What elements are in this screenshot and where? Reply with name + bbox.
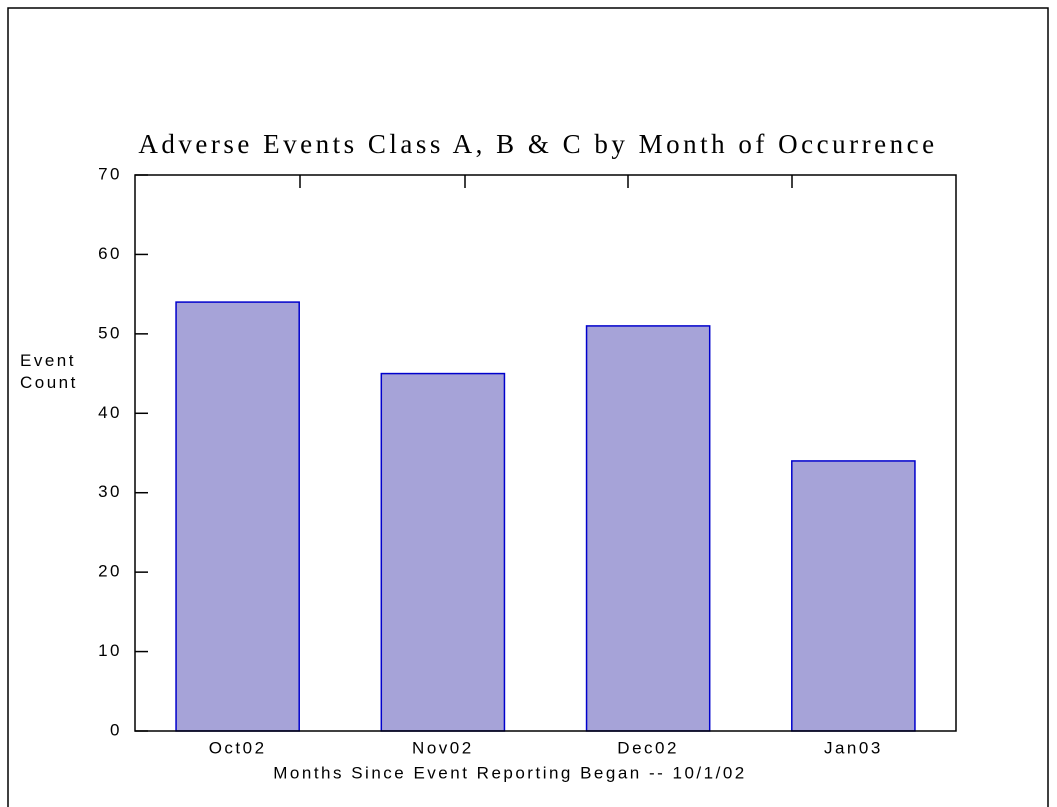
frame: [7, 7, 1049, 807]
plot-frame: [134, 174, 957, 732]
bar: [791, 460, 916, 732]
bar: [175, 301, 300, 732]
bar: [585, 325, 711, 732]
x-tick-label: Dec02: [617, 738, 679, 757]
x-axis-title: Months Since Event Reporting Began -- 10…: [273, 763, 747, 782]
y-tick-label: 40: [98, 403, 122, 422]
y-tick-label: 0: [110, 720, 122, 739]
y-tick-label: 60: [98, 244, 122, 263]
top-ticks: [299, 175, 793, 188]
y-tick-label: 70: [98, 164, 122, 183]
y-tick-label: 50: [98, 323, 122, 342]
x-tick-label: Nov02: [412, 738, 474, 757]
chart-title: Adverse Events Class A, B & C by Month o…: [138, 129, 937, 159]
y-tick-label: 10: [98, 641, 122, 660]
bar: [380, 372, 506, 732]
x-tick-label: Jan03: [824, 738, 883, 757]
x-tick-label: Oct02: [209, 738, 267, 757]
y-axis-title: Event Count: [20, 351, 78, 392]
y-tick-label: 30: [98, 482, 122, 501]
y-tick-label: 20: [98, 562, 122, 581]
